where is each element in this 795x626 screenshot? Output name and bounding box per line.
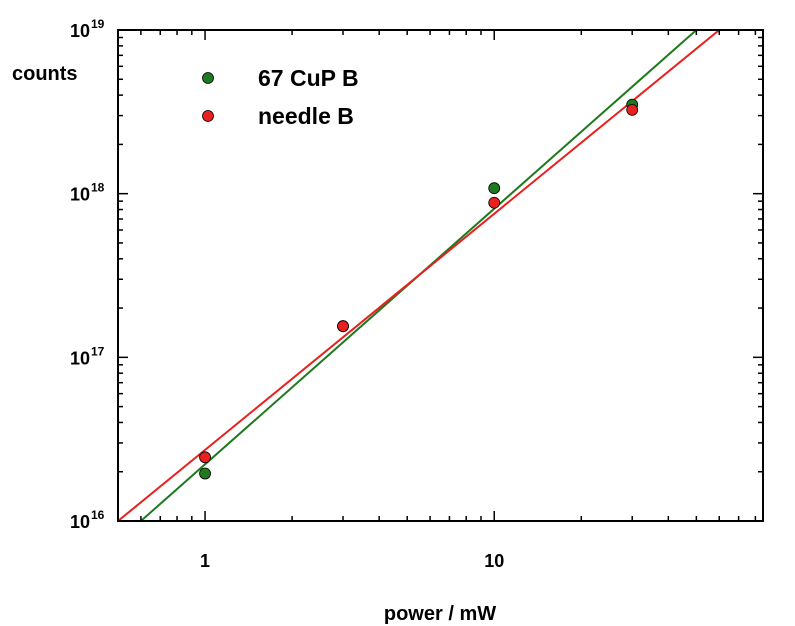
y-tick-exponent: 17 bbox=[91, 344, 105, 358]
y-tick-exponent: 18 bbox=[91, 181, 105, 195]
legend-label-needle-b: needle B bbox=[258, 103, 354, 129]
data-point-67-cup-b bbox=[488, 182, 501, 195]
x-tick-label: 1 bbox=[200, 551, 210, 571]
y-tick-exponent: 19 bbox=[91, 17, 105, 31]
y-tick-label: 10 bbox=[70, 348, 90, 368]
legend: 67 CuP B needle B bbox=[202, 65, 359, 129]
data-points bbox=[199, 98, 639, 480]
plot-frame bbox=[117, 29, 764, 522]
y-tick-label: 10 bbox=[70, 512, 90, 532]
x-axis-title: power / mW bbox=[384, 603, 496, 625]
axis-ticks bbox=[117, 29, 763, 522]
legend-marker-needle-b bbox=[202, 110, 214, 122]
data-point-needle-b bbox=[337, 320, 349, 333]
legend-marker-67-cup-b bbox=[202, 72, 214, 84]
fit-line-needle-b bbox=[118, 30, 720, 521]
data-point-needle-b bbox=[199, 451, 211, 464]
legend-label-67-cup-b: 67 CuP B bbox=[258, 65, 359, 91]
y-tick-exponent: 16 bbox=[91, 508, 105, 522]
data-point-needle-b bbox=[488, 196, 501, 209]
data-point-needle-b bbox=[626, 103, 639, 116]
fit-lines bbox=[118, 30, 720, 521]
y-tick-label: 10 bbox=[70, 185, 90, 205]
x-tick-label: 10 bbox=[484, 551, 504, 571]
y-axis-title: counts bbox=[12, 63, 78, 85]
data-point-67-cup-b bbox=[199, 467, 211, 480]
y-tick-label: 10 bbox=[70, 21, 90, 41]
